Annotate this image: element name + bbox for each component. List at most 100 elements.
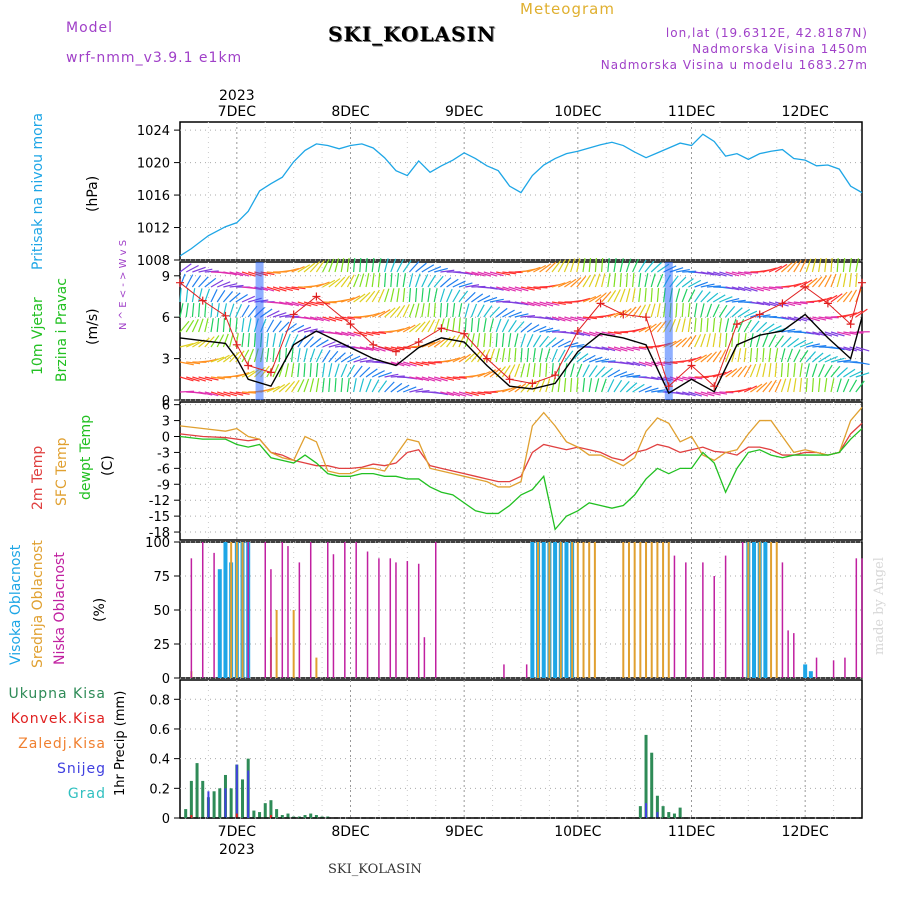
wind-barb — [204, 288, 211, 303]
wind-barb — [334, 276, 346, 288]
wind-barb — [576, 363, 583, 378]
wind-barb — [241, 333, 245, 348]
precip-bar — [309, 813, 313, 818]
wind-barb — [849, 273, 852, 288]
cloud-bar — [298, 562, 301, 678]
wind-barb — [458, 303, 463, 318]
wind-barb — [632, 326, 647, 333]
wind-barb — [601, 367, 613, 378]
wind-barb — [402, 324, 416, 333]
wind-barb — [291, 363, 295, 378]
wind-barb — [179, 361, 194, 366]
wind-barb — [272, 301, 287, 305]
wind-barb — [421, 341, 436, 348]
wind-barb — [229, 351, 240, 363]
wind-barb — [359, 378, 365, 393]
wind-barb — [191, 288, 196, 303]
wind-barb — [471, 293, 484, 303]
temp-y-tick-label: -15 — [149, 510, 170, 525]
wind-barb — [291, 379, 300, 393]
wind-barb — [713, 391, 728, 395]
wind-barb — [328, 331, 343, 336]
cloud-bar — [787, 630, 789, 678]
wind-barb — [787, 260, 798, 273]
wind-unit-label: (m/s) — [85, 308, 101, 345]
wind-barb — [334, 316, 349, 321]
wind-barb — [272, 363, 280, 378]
wind-barb — [526, 348, 530, 363]
temp-y-tick-label: -9 — [157, 478, 170, 493]
wind-barb — [390, 258, 397, 273]
wind-barb — [322, 316, 337, 322]
wind-barb — [737, 318, 745, 333]
wind-barb — [284, 363, 290, 378]
wind-barb — [415, 361, 430, 366]
wind-barb — [620, 361, 635, 366]
wind-barb — [656, 303, 661, 318]
cloud-bar — [355, 542, 357, 678]
wind-barb — [749, 320, 760, 333]
wind-barb — [613, 273, 617, 288]
wind-gust-point — [198, 296, 207, 305]
wind-barb — [514, 321, 525, 333]
wind-barb — [186, 376, 200, 382]
wind-gust-point — [846, 320, 855, 329]
precip-bar — [661, 806, 665, 818]
wind-barb — [830, 273, 837, 288]
pressure-series-line — [179, 133, 863, 257]
wind-barb — [328, 377, 331, 393]
wind-barb — [675, 288, 681, 303]
wind-barb — [297, 348, 301, 363]
wind-barb — [576, 353, 589, 363]
wind-barb — [613, 289, 621, 303]
wind-barb — [756, 286, 771, 291]
wind-barb — [743, 333, 747, 348]
wind-y-tick-label: 9 — [162, 270, 170, 285]
wind-barb — [179, 263, 192, 273]
wind-barb — [204, 391, 219, 397]
wind-compass-label: N ^ E < - > W v S — [118, 240, 129, 330]
wind-barb — [377, 288, 385, 303]
wind-barb — [638, 385, 652, 393]
cloud-bar — [315, 657, 318, 678]
wind-barb — [198, 318, 204, 333]
wind-barb — [656, 287, 660, 303]
wind-barb — [855, 346, 870, 352]
wind-barb — [508, 348, 511, 363]
wind-barb — [644, 260, 655, 273]
wind-barb — [694, 290, 704, 303]
wind-barb — [650, 321, 662, 333]
wind-barb — [681, 318, 686, 333]
wind-barb — [365, 378, 372, 393]
wind-barb — [427, 266, 442, 273]
cloud-bar — [395, 562, 397, 678]
wind-barb — [700, 303, 705, 318]
wind-barb — [842, 290, 853, 303]
wind-barb — [651, 361, 665, 366]
cloud-bar — [201, 542, 204, 678]
temp-unit-label: (C) — [100, 455, 116, 476]
wind-barb — [551, 282, 566, 288]
precip-bar — [644, 734, 648, 818]
wind-barb — [291, 301, 306, 307]
wind-calm-band — [255, 262, 264, 400]
wind-barb — [725, 348, 732, 363]
cloud-bar — [537, 542, 540, 678]
cloud-bar — [622, 542, 625, 678]
wind-barb — [533, 264, 547, 273]
wind-barb — [440, 391, 455, 397]
wind-barb — [371, 310, 386, 318]
wind-barb — [340, 275, 351, 288]
wind-barb — [837, 359, 852, 363]
wind-barb — [756, 382, 768, 393]
wind-barb — [297, 301, 312, 307]
wind-barb — [279, 301, 293, 306]
wind-barb — [539, 348, 543, 363]
wind-barb — [545, 261, 557, 273]
wind-barb — [508, 384, 522, 393]
wind-barb — [601, 331, 616, 336]
wind-barb — [818, 364, 825, 378]
wind-barb — [756, 314, 771, 318]
wind-barb — [216, 289, 226, 303]
precip-bar — [224, 788, 227, 818]
